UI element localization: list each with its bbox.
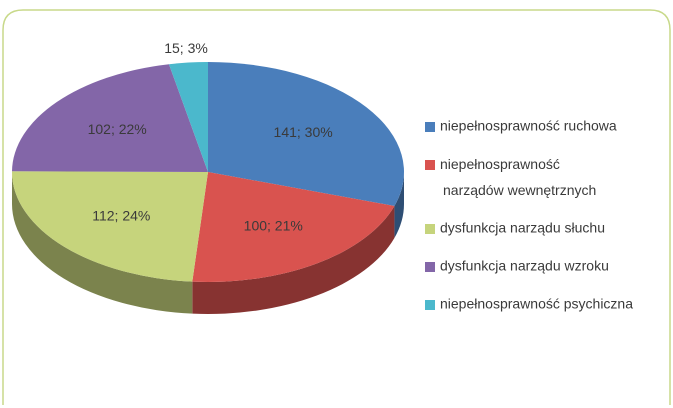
legend-label: niepełnosprawność psychiczna bbox=[440, 296, 633, 312]
legend-swatch bbox=[425, 122, 435, 132]
data-label: 141; 30% bbox=[274, 124, 333, 140]
pie-slice-side bbox=[192, 205, 395, 314]
legend-label: niepełnosprawność ruchowa bbox=[440, 118, 617, 134]
pie-slice bbox=[192, 172, 395, 282]
pie-slice bbox=[208, 62, 404, 206]
legend-label: dysfunkcja narządu słuchu bbox=[440, 220, 605, 236]
legend-swatch bbox=[425, 160, 435, 170]
pie-slice-side bbox=[12, 172, 193, 314]
frame bbox=[2, 9, 671, 405]
data-label: 112; 24% bbox=[92, 207, 150, 223]
pie-slice bbox=[168, 62, 208, 172]
legend-swatch bbox=[425, 300, 435, 310]
pie-slice-side bbox=[394, 172, 404, 238]
legend-swatch bbox=[425, 224, 435, 234]
data-label: 100; 21% bbox=[244, 218, 303, 234]
legend-swatch bbox=[425, 262, 435, 272]
data-label: 102; 22% bbox=[88, 121, 147, 137]
data-label: 15; 3% bbox=[164, 40, 208, 56]
pie-slice bbox=[12, 64, 208, 172]
pie-slice bbox=[12, 171, 209, 282]
legend-label: dysfunkcja narządu wzroku bbox=[440, 258, 609, 274]
legend-label: niepełnosprawność narządów wewnętrznych bbox=[440, 156, 596, 198]
